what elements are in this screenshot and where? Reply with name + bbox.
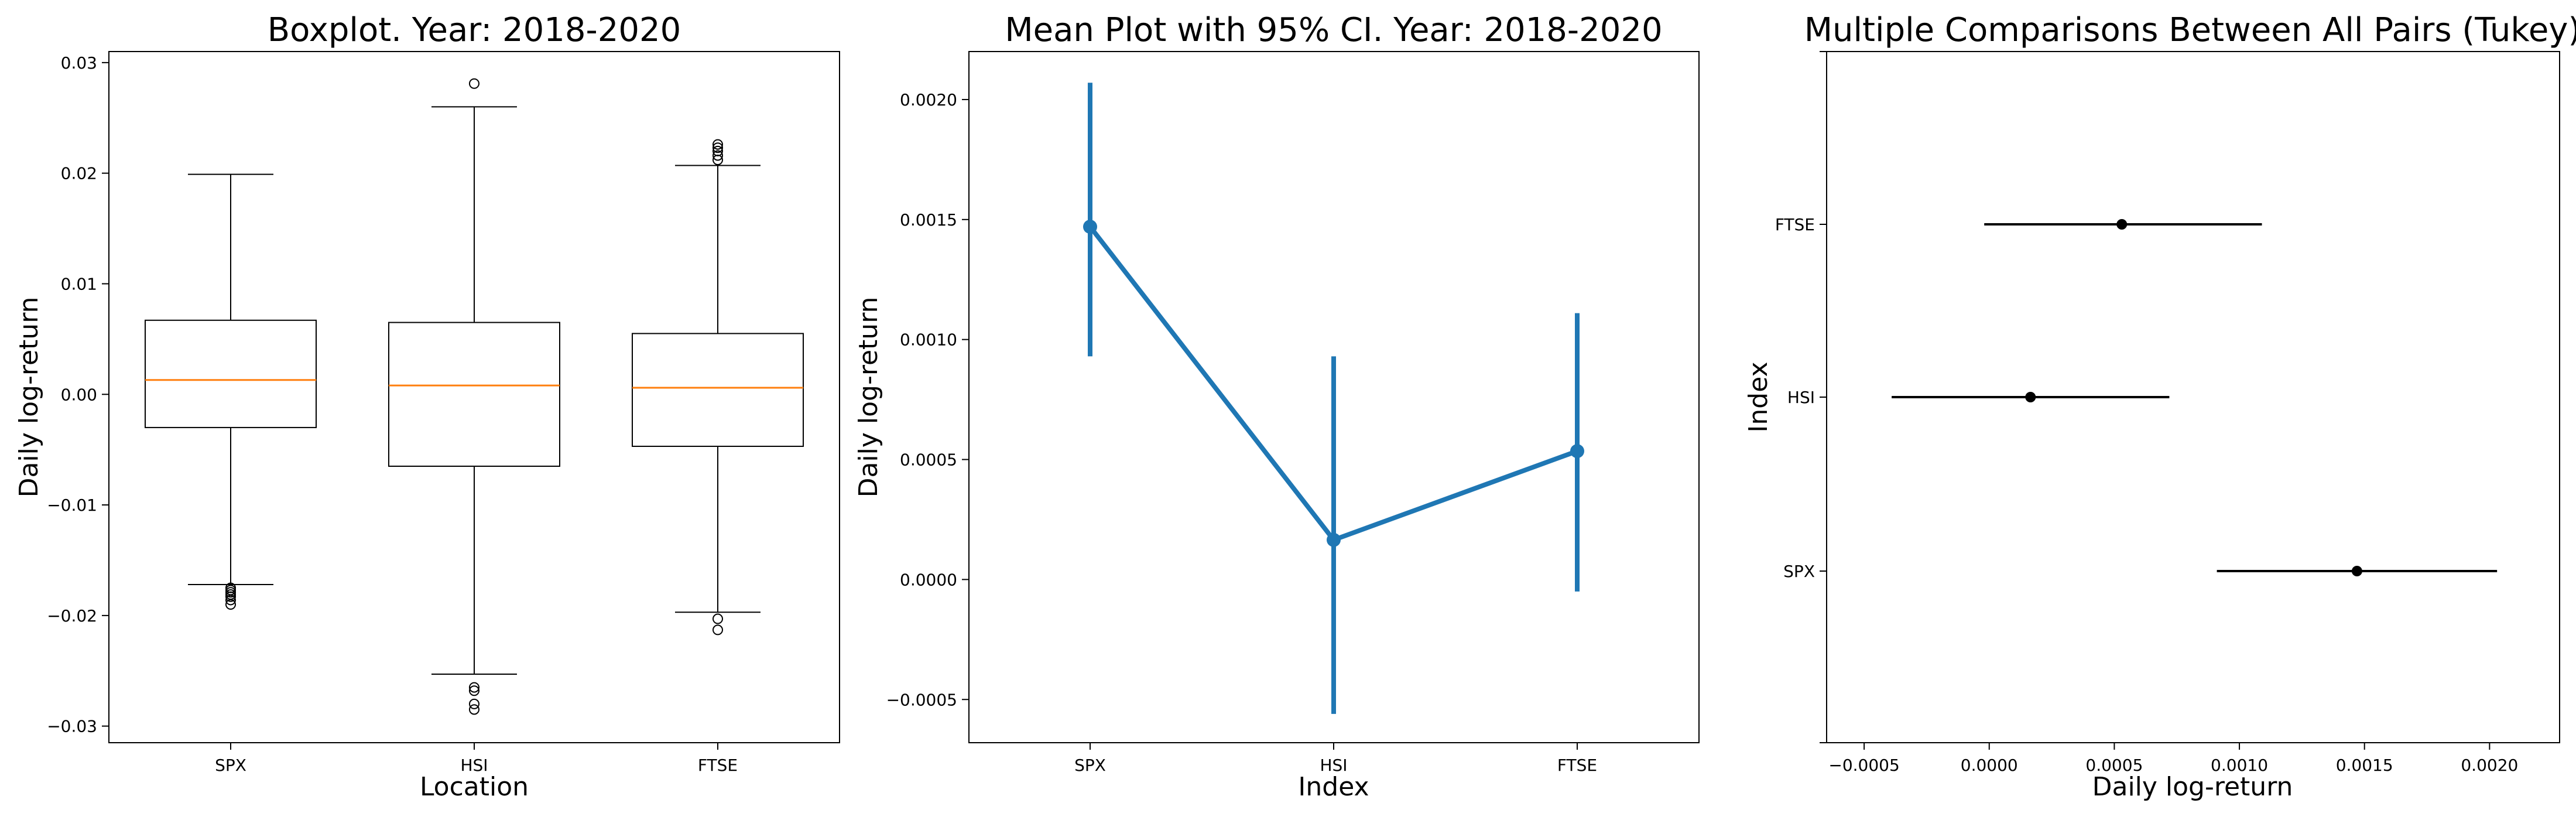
meanplot-axes-frame bbox=[968, 51, 1700, 743]
x-tick-label: SPX bbox=[1074, 756, 1106, 775]
box-ftse bbox=[632, 139, 804, 636]
x-tick-label: −0.0005 bbox=[1828, 756, 1899, 775]
outlier-point bbox=[712, 139, 723, 150]
outlier-point bbox=[225, 591, 236, 602]
meanplot-marks bbox=[1083, 83, 1584, 714]
outlier-point bbox=[712, 613, 723, 624]
boxplot-marks bbox=[145, 78, 804, 715]
outlier-point bbox=[469, 78, 479, 89]
outlier-point bbox=[469, 698, 479, 709]
boxplot-y-label: Daily log-return bbox=[14, 297, 44, 498]
tukey-panel: Multiple Comparisons Between All Pairs (… bbox=[1743, 11, 2576, 802]
y-tick-label: 0.0015 bbox=[900, 210, 957, 230]
x-tick-label: FTSE bbox=[698, 756, 738, 775]
meanplot-y-label: Daily log-return bbox=[854, 297, 883, 498]
tukey-marks bbox=[1892, 219, 2498, 576]
outlier-point bbox=[712, 145, 723, 156]
iqr-box bbox=[145, 319, 317, 428]
tukey-axes-frame bbox=[1826, 51, 2560, 743]
mean-point-hsi bbox=[2025, 392, 2036, 402]
mean-point-ftse bbox=[1570, 444, 1584, 459]
outlier-point bbox=[225, 599, 236, 610]
outlier-point bbox=[712, 624, 723, 636]
y-tick-label: 0.0000 bbox=[900, 570, 957, 589]
meanplot-x-ticks: SPX HSI FTSE bbox=[1074, 743, 1597, 775]
x-tick-label: HSI bbox=[1320, 756, 1347, 775]
outlier-point bbox=[712, 150, 723, 161]
mean-point-spx bbox=[2351, 566, 2362, 576]
tukey-title: Multiple Comparisons Between All Pairs (… bbox=[1804, 11, 2576, 49]
x-tick-label: FTSE bbox=[1557, 756, 1597, 775]
mean-point-ftse bbox=[2116, 219, 2128, 230]
outlier-point bbox=[469, 685, 479, 696]
y-tick-label: 0.03 bbox=[61, 53, 97, 73]
box-hsi bbox=[388, 78, 560, 715]
iqr-box bbox=[388, 322, 560, 467]
x-tick-label: 0.0010 bbox=[2211, 756, 2268, 775]
mean-point-spx bbox=[1083, 220, 1097, 234]
x-tick-label: 0.0020 bbox=[2461, 756, 2518, 775]
tukey-x-ticks: −0.0005 0.0000 0.0005 0.0010 0.0015 0.0020 bbox=[1828, 743, 2518, 775]
y-tick-label: SPX bbox=[1783, 562, 1815, 581]
boxplot-y-ticks: −0.03 −0.02 −0.01 0.00 0.01 0.02 0.03 bbox=[47, 53, 109, 736]
outlier-point bbox=[469, 704, 479, 715]
x-tick-label: HSI bbox=[460, 756, 488, 775]
y-tick-label: 0.0005 bbox=[900, 450, 957, 470]
boxplot-x-ticks: SPX HSI FTSE bbox=[215, 743, 738, 775]
boxplot-x-label: Location bbox=[420, 772, 529, 802]
y-tick-label: −0.02 bbox=[47, 606, 97, 626]
boxplot-panel: Boxplot. Year: 2018-2020 −0.03 −0.02 −0.01… bbox=[14, 11, 840, 802]
tukey-x-label: Daily log-return bbox=[2092, 772, 2293, 802]
y-tick-label: HSI bbox=[1787, 388, 1815, 407]
y-tick-label: 0.01 bbox=[61, 274, 97, 293]
tukey-y-label: Index bbox=[1743, 361, 1773, 432]
x-tick-label: 0.0015 bbox=[2336, 756, 2393, 775]
mean-point-hsi bbox=[1327, 532, 1341, 547]
y-tick-label: FTSE bbox=[1775, 215, 1815, 234]
boxplot-title: Boxplot. Year: 2018-2020 bbox=[268, 11, 681, 49]
outlier-point bbox=[712, 142, 723, 153]
y-tick-label: −0.03 bbox=[47, 717, 97, 736]
y-tick-label: 0.0020 bbox=[900, 90, 957, 110]
outlier-point bbox=[225, 594, 236, 606]
x-tick-label: 0.0005 bbox=[2085, 756, 2143, 775]
y-tick-label: −0.01 bbox=[47, 496, 97, 515]
boxplot-axes-frame bbox=[108, 51, 840, 743]
iqr-box bbox=[632, 333, 804, 447]
meanplot-title: Mean Plot with 95% CI. Year: 2018-2020 bbox=[1005, 11, 1662, 49]
meanplot-y-ticks: −0.0005 0.0000 0.0005 0.0010 0.0015 0.0020 bbox=[886, 90, 969, 709]
box-spx bbox=[145, 173, 317, 610]
x-tick-label: SPX bbox=[215, 756, 246, 775]
y-tick-label: 0.0010 bbox=[900, 330, 957, 350]
meanplot-x-label: Index bbox=[1298, 772, 1369, 802]
y-tick-label: 0.02 bbox=[61, 164, 97, 183]
y-tick-label: −0.0005 bbox=[886, 690, 957, 709]
x-tick-label: 0.0000 bbox=[1961, 756, 2018, 775]
y-tick-label: 0.00 bbox=[61, 385, 97, 404]
outlier-point bbox=[469, 682, 479, 693]
tukey-y-ticks: FTSE HSI SPX bbox=[1775, 51, 1827, 743]
meanplot-panel: Mean Plot with 95% CI. Year: 2018-2020 −… bbox=[854, 11, 1700, 802]
